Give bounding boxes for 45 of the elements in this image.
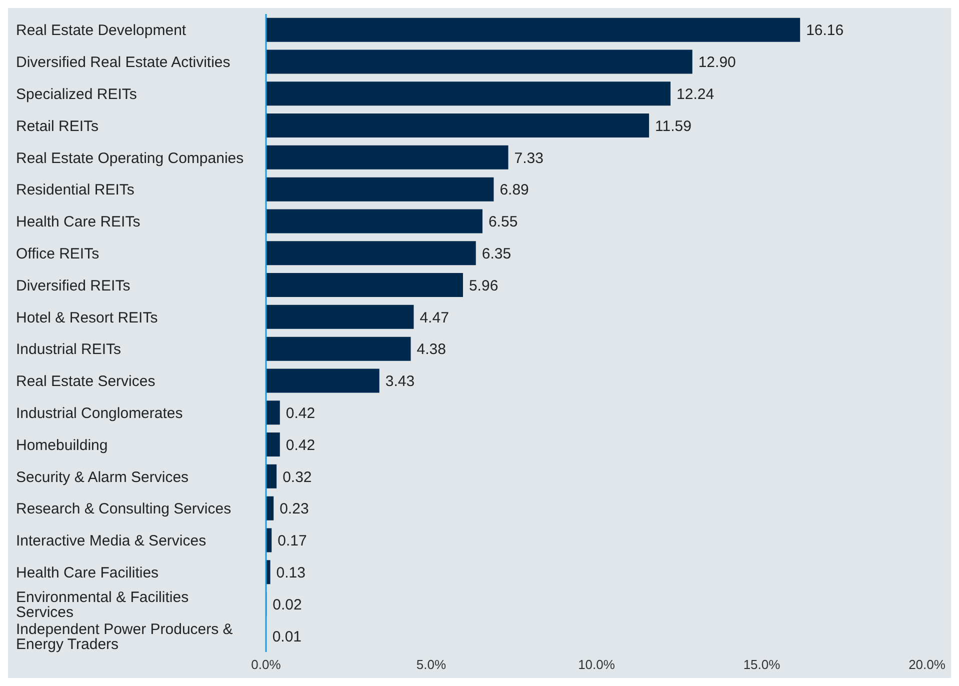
data-label: 6.89	[500, 182, 529, 199]
y-tick-label: Hotel & Resort REITs	[16, 309, 158, 326]
x-tick-label: 20.0%	[908, 657, 946, 672]
y-tick-label: Diversified REITs	[16, 277, 130, 294]
data-label: 6.35	[482, 245, 512, 262]
y-tick-label: Health Care REITs	[16, 214, 140, 231]
data-label: 0.23	[280, 500, 309, 518]
x-tick-label: 5.0%	[416, 657, 446, 672]
data-label: 0.17	[278, 532, 307, 550]
x-tick-label: 0.0%	[251, 657, 282, 672]
data-label: 12.24	[676, 86, 714, 103]
data-label: 4.38	[416, 341, 446, 358]
y-tick-label: Office REITs	[16, 246, 100, 262]
y-tick-label: Research & Consulting Services	[16, 500, 232, 518]
data-label: 0.42	[286, 404, 316, 422]
y-tick-label: Specialized REITs	[16, 86, 137, 103]
y-tick-label: Diversified Real Estate Activities	[16, 54, 230, 72]
data-label: 7.33	[514, 150, 544, 167]
data-label: 5.96	[468, 277, 498, 294]
y-tick-label: Industrial Conglomerates	[16, 405, 183, 422]
data-label: 11.59	[655, 118, 692, 135]
data-label: 3.43	[385, 373, 415, 390]
y-tick-label: Homebuilding	[16, 436, 108, 454]
y-tick-label: Real Estate Services	[16, 373, 156, 390]
y-tick-label: Retail REITs	[16, 118, 99, 135]
data-label: 12.90	[698, 54, 736, 72]
y-tick-label: Independent Power Producers & Energy Traders	[16, 620, 233, 653]
x-tick-label: 10.0%	[578, 657, 616, 672]
data-label: 0.01	[272, 628, 302, 646]
y-tick-label: Security & Alarm Services	[16, 468, 189, 486]
data-label: 0.13	[276, 564, 306, 582]
x-tick-label: 15.0%	[743, 657, 781, 672]
data-label: 4.47	[420, 309, 449, 326]
data-label: 0.32	[282, 468, 312, 486]
y-tick-label: Interactive Media & Services	[16, 532, 206, 550]
data-label: 0.02	[272, 596, 302, 614]
y-tick-label: Health Care Facilities	[16, 564, 159, 582]
data-label: 16.16	[806, 22, 844, 40]
y-tick-label: Industrial REITs	[16, 341, 122, 358]
data-label: 6.55	[488, 214, 518, 231]
y-tick-label: Environmental & Facilities Services	[16, 588, 189, 621]
y-tick-label: Real Estate Operating Companies	[16, 150, 244, 167]
y-tick-label: Real Estate Development	[16, 22, 187, 40]
data-label: 0.42	[286, 436, 316, 454]
y-tick-label: Residential REITs	[16, 182, 134, 199]
